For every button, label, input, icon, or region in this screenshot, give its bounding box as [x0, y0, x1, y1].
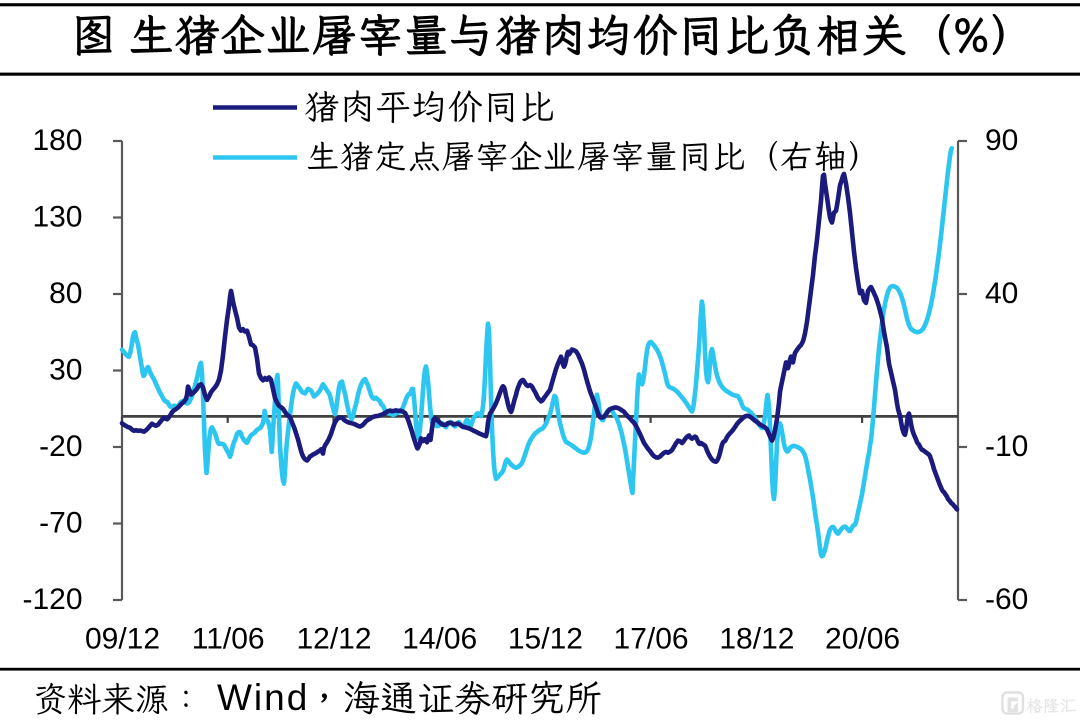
svg-text:90: 90: [985, 124, 1018, 157]
svg-text:-10: -10: [985, 430, 1028, 463]
svg-text:-70: -70: [39, 507, 82, 540]
svg-text:-20: -20: [39, 430, 82, 463]
svg-text:30: 30: [49, 354, 82, 387]
svg-text:14/06: 14/06: [402, 623, 477, 656]
svg-text:80: 80: [49, 277, 82, 310]
svg-text:12/12: 12/12: [296, 623, 371, 656]
svg-text:18/12: 18/12: [719, 623, 794, 656]
svg-text:40: 40: [985, 277, 1018, 310]
svg-text:180: 180: [32, 124, 82, 157]
svg-text:130: 130: [32, 201, 82, 234]
svg-text:Wind: Wind: [217, 677, 309, 718]
svg-text:09/12: 09/12: [85, 623, 160, 656]
svg-text:20/06: 20/06: [825, 623, 900, 656]
svg-text:-120: -120: [22, 583, 82, 616]
svg-text:11/06: 11/06: [192, 623, 265, 656]
svg-text:17/06: 17/06: [614, 623, 689, 656]
svg-text:15/12: 15/12: [508, 623, 583, 656]
svg-text:-60: -60: [985, 583, 1028, 616]
